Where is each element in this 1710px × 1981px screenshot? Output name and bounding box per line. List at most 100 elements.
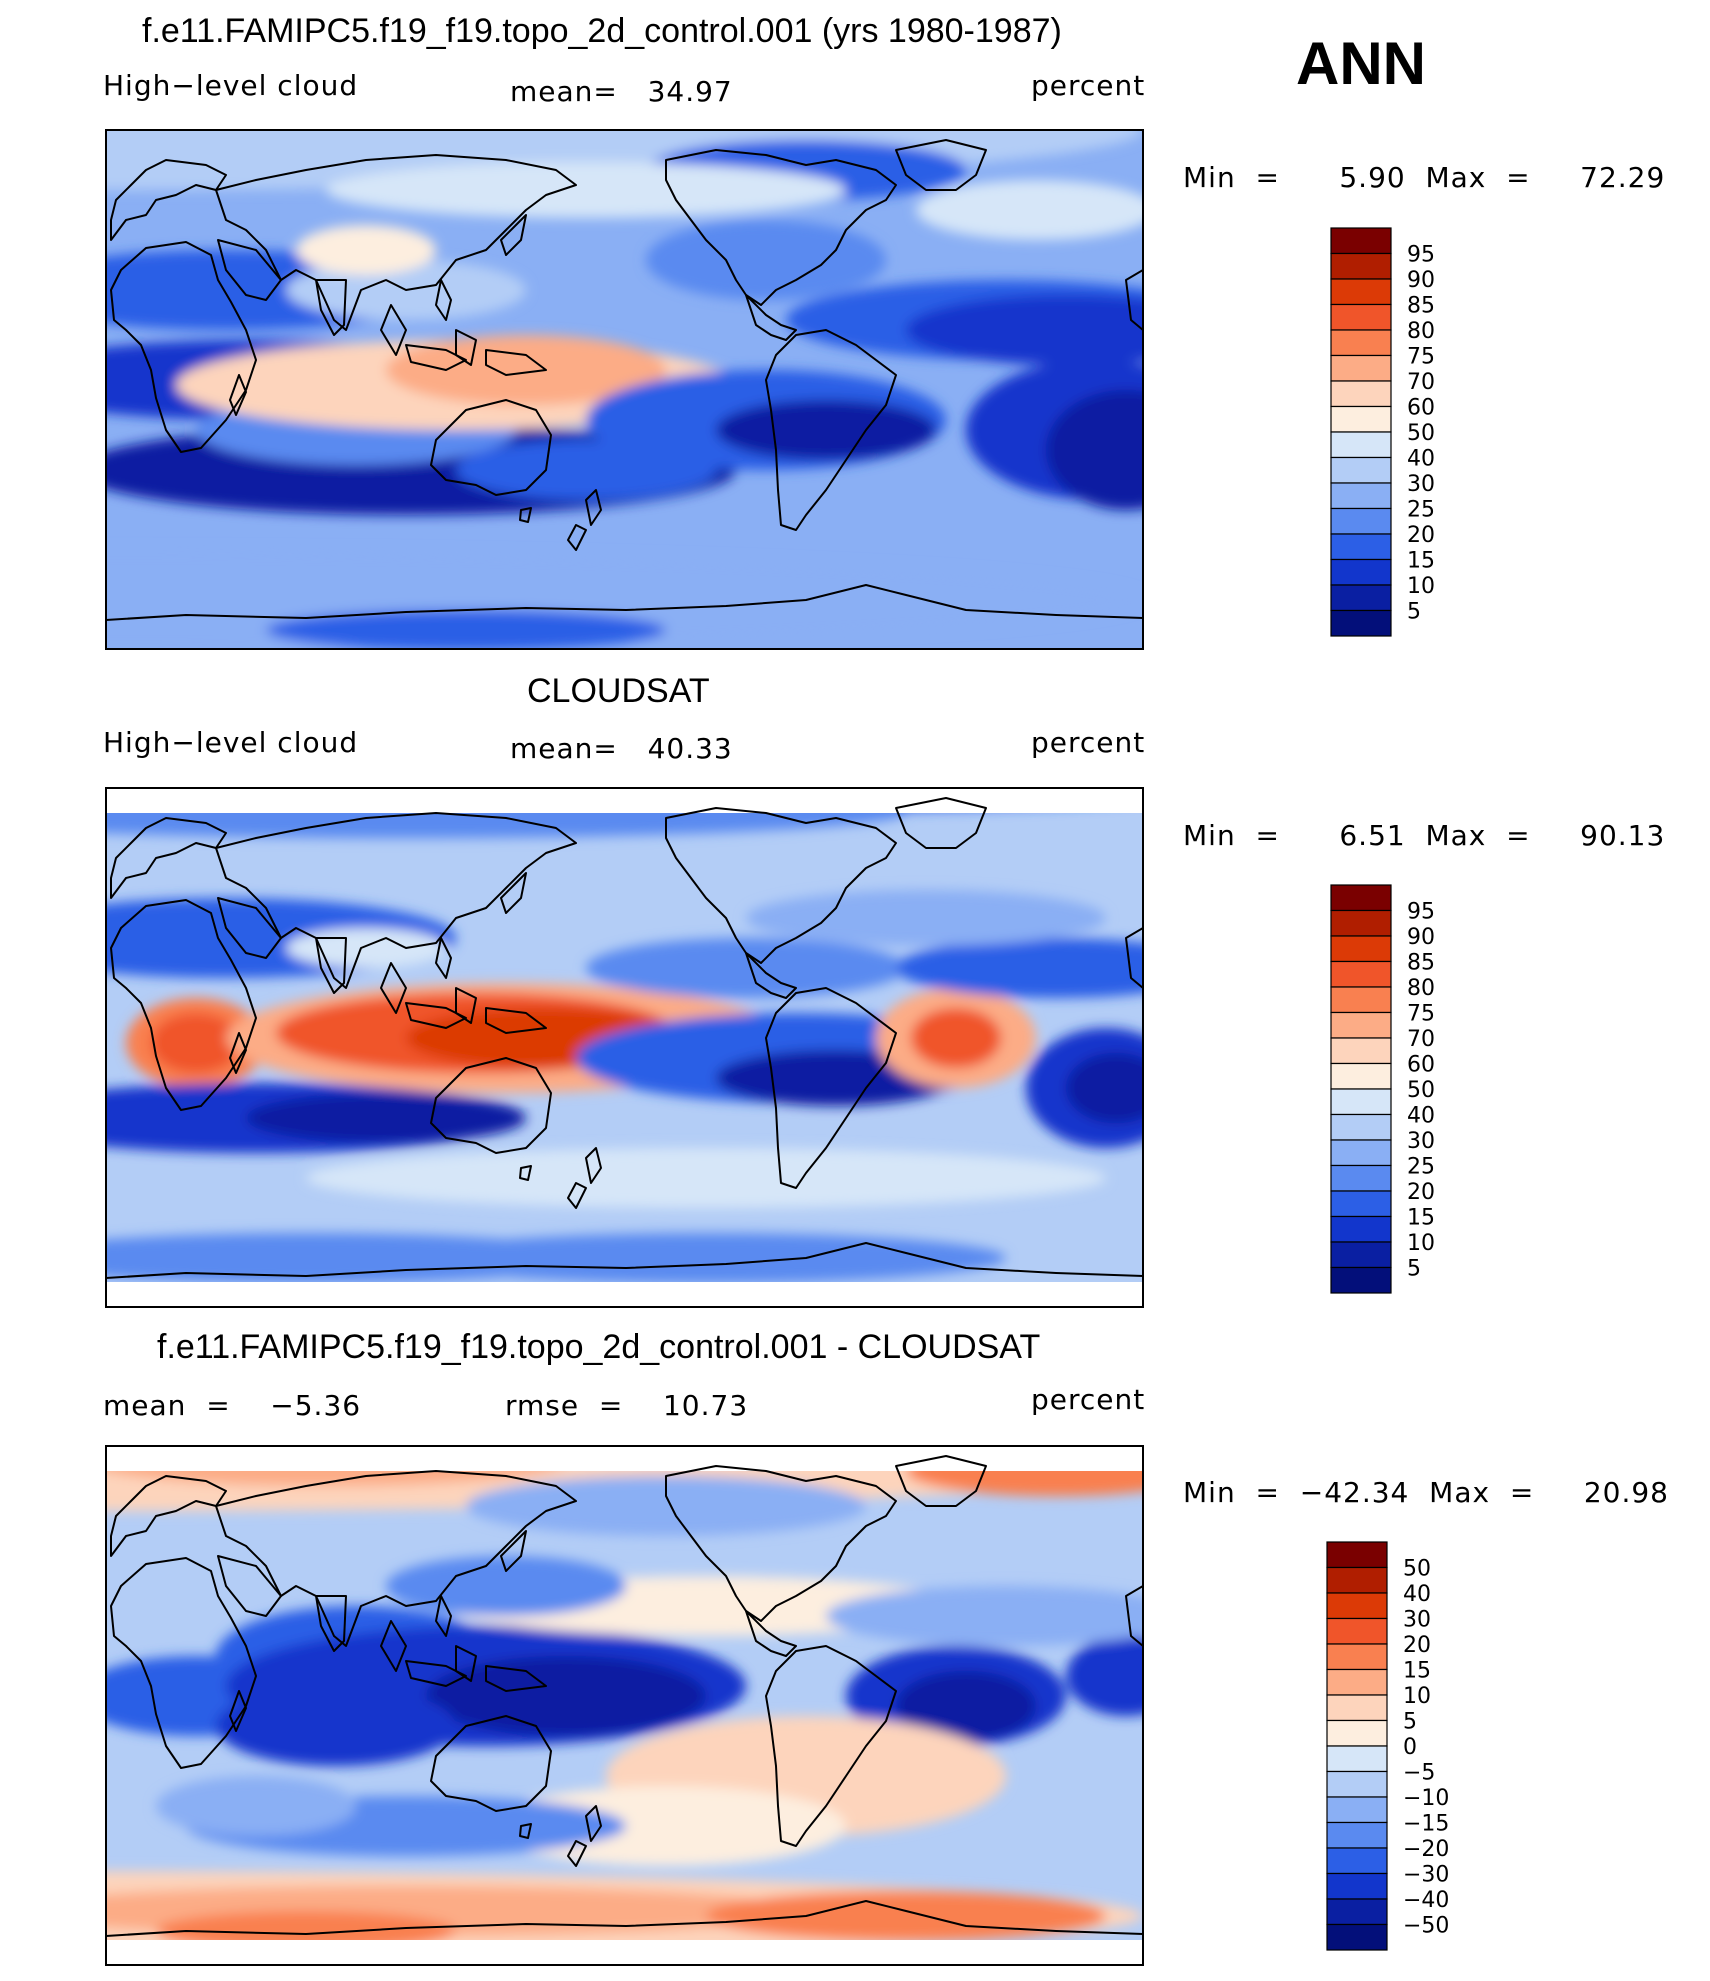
- colorbar-swatch: [1330, 303, 1392, 331]
- colorbar-tick-label: 80: [1407, 976, 1435, 1001]
- colorbar-swatch: [1326, 1821, 1388, 1849]
- panel1-mean-label: mean= 34.97: [510, 75, 733, 108]
- panel1-units-label: percent: [1031, 69, 1146, 102]
- contour-region: [826, 1586, 1143, 1646]
- contour-region: [746, 890, 1106, 946]
- colorbar-swatch: [1326, 1617, 1388, 1645]
- colorbar-swatch: [1330, 1190, 1392, 1218]
- colorbar-swatch: [1326, 1668, 1388, 1696]
- panel3-units-label: percent: [1031, 1383, 1146, 1416]
- map-frame: [105, 129, 1144, 650]
- panel1-title: f.e11.FAMIPC5.f19_f19.topo_2d_control.00…: [142, 12, 1062, 50]
- colorbar-swatch: [1330, 380, 1392, 408]
- panel1-variable-label: High−level cloud: [103, 69, 359, 102]
- contour-region: [406, 1233, 1006, 1283]
- colorbar-tick-label: 30: [1407, 472, 1435, 497]
- colorbar-tick-label: 40: [1407, 1104, 1435, 1129]
- colorbar-swatch: [1330, 329, 1392, 357]
- colorbar-tick-label: 95: [1407, 900, 1435, 925]
- colorbar-tick-label: 15: [1407, 1206, 1435, 1231]
- contour-region: [151, 1013, 241, 1073]
- colorbar-tick-label: 95: [1407, 243, 1435, 268]
- panel2-mean-label: mean= 40.33: [510, 732, 733, 765]
- colorbar-tick-label: 60: [1407, 396, 1435, 421]
- contour-region: [306, 1148, 1106, 1208]
- colorbar-swatch: [1330, 1037, 1392, 1065]
- colorbar-swatch: [1326, 1796, 1388, 1824]
- colorbar-tick-label: 10: [1407, 574, 1435, 599]
- colorbar-swatch: [1330, 456, 1392, 484]
- colorbar-swatch: [1330, 909, 1392, 937]
- colorbar-tick-label: −30: [1403, 1863, 1449, 1888]
- colorbar-tick-label: −10: [1403, 1786, 1449, 1811]
- colorbar-tick-label: 15: [1407, 549, 1435, 574]
- colorbar-swatch: [1330, 960, 1392, 988]
- colorbar-tick-label: 10: [1403, 1684, 1431, 1709]
- panel3-mean-label: mean = −5.36: [103, 1389, 362, 1422]
- colorbar-swatch: [1330, 1266, 1392, 1294]
- colorbar-tick-label: 70: [1407, 1027, 1435, 1052]
- contour-region: [486, 1786, 846, 1866]
- colorbar-tick-label: 60: [1407, 1053, 1435, 1078]
- colorbar-tick-label: −20: [1403, 1837, 1449, 1862]
- colorbar-swatch: [1326, 1719, 1388, 1747]
- colorbar-tick-label: 90: [1407, 268, 1435, 293]
- no-data-band: [106, 1940, 1143, 1965]
- colorbar-tick-label: 40: [1403, 1582, 1431, 1607]
- contour-region: [296, 225, 436, 275]
- colorbar-swatch: [1326, 1923, 1388, 1951]
- colorbar-swatch: [1330, 1139, 1392, 1167]
- colorbar-tick-label: 15: [1403, 1659, 1431, 1684]
- contour-region: [716, 400, 936, 460]
- colorbar-swatch: [1330, 1241, 1392, 1269]
- colorbar-tick-label: 25: [1407, 498, 1435, 523]
- colorbar-swatch: [1326, 1847, 1388, 1875]
- colorbar-swatch: [1330, 431, 1392, 459]
- contour-region: [266, 610, 666, 649]
- no-data-band: [106, 788, 1143, 813]
- contour-region: [326, 162, 846, 218]
- colorbar-swatch: [1326, 1770, 1388, 1798]
- colorbar-swatch: [1330, 405, 1392, 433]
- contour-region: [1066, 1636, 1143, 1716]
- map-frame: [105, 787, 1144, 1308]
- colorbar-tick-label: 5: [1403, 1710, 1417, 1735]
- map-frame: [105, 1445, 1144, 1966]
- colorbar-swatch: [1326, 1541, 1388, 1569]
- colorbar-tick-label: −5: [1403, 1761, 1435, 1786]
- no-data-band: [106, 1446, 1143, 1471]
- colorbar-swatch: [1326, 1643, 1388, 1671]
- contour-region: [466, 1476, 866, 1536]
- contour-region: [426, 1656, 706, 1736]
- contour-region: [916, 180, 1143, 240]
- no-data-band: [106, 1282, 1143, 1307]
- colorbar-tick-label: 5: [1407, 1257, 1421, 1282]
- colorbar-swatch: [1326, 1592, 1388, 1620]
- colorbar-swatch: [1330, 1062, 1392, 1090]
- panel2-minmax: Min = 6.51 Max = 90.13: [1183, 819, 1666, 852]
- colorbar-swatch: [1330, 482, 1392, 510]
- contour-region: [906, 295, 1143, 365]
- colorbar-swatch: [1330, 1113, 1392, 1141]
- colorbar-tick-label: 70: [1407, 370, 1435, 395]
- colorbar-swatch: [1330, 278, 1392, 306]
- colorbar-tick-label: −50: [1403, 1914, 1449, 1939]
- colorbar-swatch: [1330, 935, 1392, 963]
- colorbar-tick-label: −40: [1403, 1888, 1449, 1913]
- contour-region: [646, 220, 886, 300]
- contour-region: [156, 1776, 356, 1836]
- colorbar-swatch: [1330, 1164, 1392, 1192]
- contour-region: [911, 1008, 1001, 1068]
- colorbar-swatch: [1330, 584, 1392, 612]
- colorbar-tick-label: 50: [1403, 1557, 1431, 1582]
- colorbar-swatch: [1326, 1872, 1388, 1900]
- colorbar-swatch: [1330, 354, 1392, 382]
- colorbar-tick-label: 80: [1407, 319, 1435, 344]
- colorbar-tick-label: −15: [1403, 1812, 1449, 1837]
- panel3-rmse-label: rmse = 10.73: [505, 1389, 749, 1422]
- colorbar-tick-label: 30: [1407, 1129, 1435, 1154]
- map-panel-1: [106, 130, 1143, 649]
- colorbar-tick-label: 5: [1407, 600, 1421, 625]
- contour-region: [1046, 390, 1143, 510]
